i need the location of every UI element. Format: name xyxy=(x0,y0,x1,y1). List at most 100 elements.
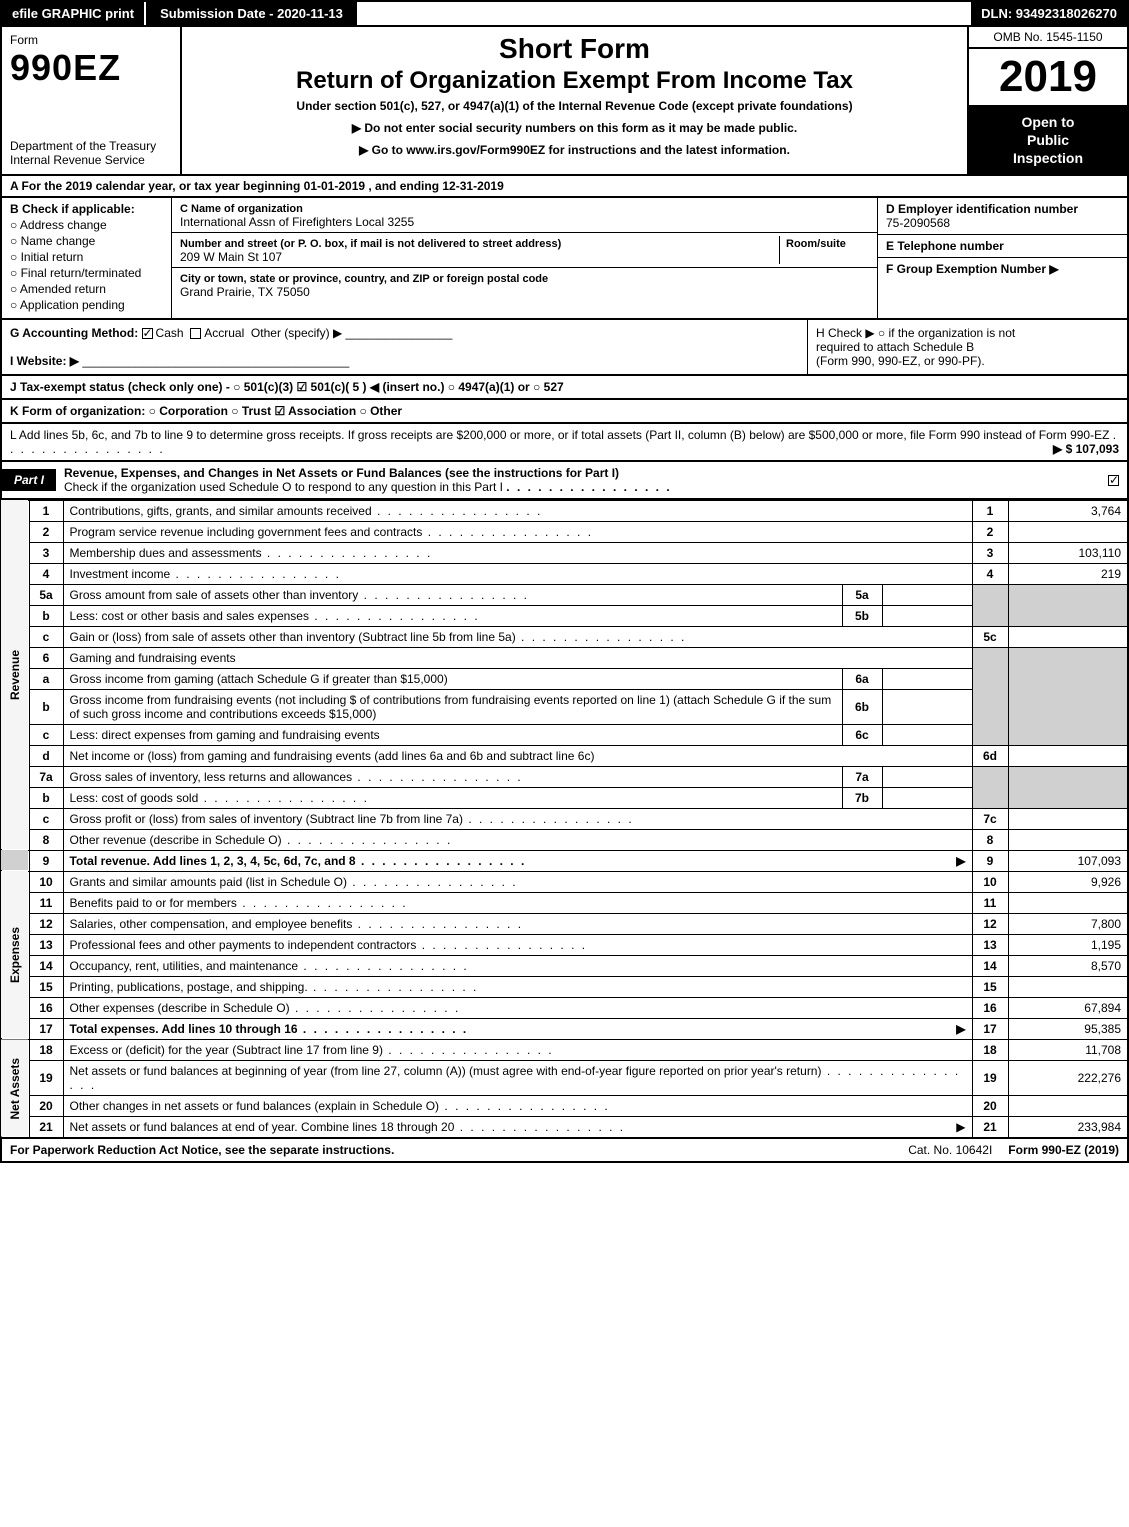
l4-d: Investment income xyxy=(70,567,171,581)
line-21: 21 Net assets or fund balances at end of… xyxy=(1,1116,1128,1138)
chk-name-change[interactable]: Name change xyxy=(10,234,163,248)
l6-grey-rn xyxy=(972,647,1008,745)
inspection-3: Inspection xyxy=(1013,150,1083,166)
line-18: Net Assets 18 Excess or (deficit) for th… xyxy=(1,1039,1128,1060)
l21-arrow: ▶ xyxy=(956,1120,965,1134)
l20-v xyxy=(1008,1095,1128,1116)
row-j: J Tax-exempt status (check only one) - ○… xyxy=(0,376,1129,400)
l8-n: 8 xyxy=(29,829,63,850)
l14-n: 14 xyxy=(29,955,63,976)
l17-n: 17 xyxy=(29,1018,63,1039)
l5b-n: b xyxy=(29,605,63,626)
line-5c: c Gain or (loss) from sale of assets oth… xyxy=(1,626,1128,647)
footer-center: Cat. No. 10642I xyxy=(900,1139,1000,1161)
header-right: OMB No. 1545-1150 2019 Open to Public In… xyxy=(967,27,1127,174)
l16-n: 16 xyxy=(29,997,63,1018)
l6b-n: b xyxy=(29,689,63,724)
l1-d: Contributions, gifts, grants, and simila… xyxy=(70,504,372,518)
box-h: H Check ▶ ○ if the organization is not r… xyxy=(807,320,1127,374)
footer-left: For Paperwork Reduction Act Notice, see … xyxy=(2,1139,900,1161)
group-exemption-label: F Group Exemption Number ▶ xyxy=(886,262,1059,276)
line-7a: 7a Gross sales of inventory, less return… xyxy=(1,766,1128,787)
l6a-n: a xyxy=(29,668,63,689)
topbar-spacer xyxy=(357,2,971,25)
l6d-n: d xyxy=(29,745,63,766)
department-label: Department of the Treasury Internal Reve… xyxy=(10,139,172,168)
org-name-label: C Name of organization xyxy=(180,203,303,215)
l21-rn: 21 xyxy=(972,1116,1008,1138)
top-bar: efile GRAPHIC print Submission Date - 20… xyxy=(0,0,1129,27)
l7c-v xyxy=(1008,808,1128,829)
l4-v: 219 xyxy=(1008,563,1128,584)
l5a-n: 5a xyxy=(29,584,63,605)
line-15: 15 Printing, publications, postage, and … xyxy=(1,976,1128,997)
l9-d: Total revenue. Add lines 1, 2, 3, 4, 5c,… xyxy=(70,854,356,868)
page-footer: For Paperwork Reduction Act Notice, see … xyxy=(0,1139,1129,1163)
h-line2: required to attach Schedule B xyxy=(816,340,974,354)
l-text: L Add lines 5b, 6c, and 7b to line 9 to … xyxy=(10,428,1109,442)
l7ab-grey-rn xyxy=(972,766,1008,808)
form-number: 990EZ xyxy=(10,47,172,89)
l14-v: 8,570 xyxy=(1008,955,1128,976)
l13-d: Professional fees and other payments to … xyxy=(70,938,417,952)
h-line3: (Form 990, 990-EZ, or 990-PF). xyxy=(816,354,985,368)
l5b-sv xyxy=(882,605,972,626)
l15-rn: 15 xyxy=(972,976,1008,997)
box-c: C Name of organization International Ass… xyxy=(172,198,877,318)
chk-amended-return[interactable]: Amended return xyxy=(10,282,163,296)
l9-v: 107,093 xyxy=(1008,850,1128,871)
l9-arrow: ▶ xyxy=(956,854,965,868)
l11-rn: 11 xyxy=(972,892,1008,913)
part1-checkbox[interactable] xyxy=(1103,473,1127,487)
l16-v: 67,894 xyxy=(1008,997,1128,1018)
ein-label: D Employer identification number xyxy=(886,202,1078,216)
l7b-sn: 7b xyxy=(842,787,882,808)
line-7c: c Gross profit or (loss) from sales of i… xyxy=(1,808,1128,829)
line-13: 13 Professional fees and other payments … xyxy=(1,934,1128,955)
rev-end-spacer xyxy=(1,850,29,871)
l17-v: 95,385 xyxy=(1008,1018,1128,1039)
l10-d: Grants and similar amounts paid (list in… xyxy=(70,875,347,889)
line-14: 14 Occupancy, rent, utilities, and maint… xyxy=(1,955,1128,976)
l5b-d: Less: cost or other basis and sales expe… xyxy=(70,609,309,623)
chk-application-pending[interactable]: Application pending xyxy=(10,298,163,312)
chk-initial-return[interactable]: Initial return xyxy=(10,250,163,264)
box-e: E Telephone number xyxy=(878,235,1127,258)
l10-v: 9,926 xyxy=(1008,871,1128,892)
l6b-d: Gross income from fundraising events (no… xyxy=(70,693,832,721)
line-7b: b Less: cost of goods sold 7b xyxy=(1,787,1128,808)
period-row: A For the 2019 calendar year, or tax yea… xyxy=(0,176,1129,198)
chk-final-return[interactable]: Final return/terminated xyxy=(10,266,163,280)
l6c-d: Less: direct expenses from gaming and fu… xyxy=(70,728,380,742)
l5b-sn: 5b xyxy=(842,605,882,626)
room-label: Room/suite xyxy=(786,238,846,250)
city-value: Grand Prairie, TX 75050 xyxy=(180,285,310,299)
l5c-n: c xyxy=(29,626,63,647)
l20-d: Other changes in net assets or fund bala… xyxy=(70,1099,440,1113)
chk-accrual[interactable] xyxy=(190,328,201,339)
chk-address-change[interactable]: Address change xyxy=(10,218,163,232)
box-b-title: B Check if applicable: xyxy=(10,202,163,216)
city-label: City or town, state or province, country… xyxy=(180,273,548,285)
l21-d: Net assets or fund balances at end of ye… xyxy=(70,1120,455,1134)
l1-n: 1 xyxy=(29,500,63,521)
part1-dots xyxy=(506,480,671,494)
line-5a: 5a Gross amount from sale of assets othe… xyxy=(1,584,1128,605)
l15-d: Printing, publications, postage, and shi… xyxy=(70,980,308,994)
l7a-sn: 7a xyxy=(842,766,882,787)
l6b-sv xyxy=(882,689,972,724)
l13-rn: 13 xyxy=(972,934,1008,955)
line-8: 8 Other revenue (describe in Schedule O)… xyxy=(1,829,1128,850)
l5a-sn: 5a xyxy=(842,584,882,605)
l2-d: Program service revenue including govern… xyxy=(70,525,423,539)
box-d: D Employer identification number 75-2090… xyxy=(878,198,1127,235)
l6a-sn: 6a xyxy=(842,668,882,689)
l13-n: 13 xyxy=(29,934,63,955)
line-6c: c Less: direct expenses from gaming and … xyxy=(1,724,1128,745)
l3-d: Membership dues and assessments xyxy=(70,546,262,560)
h-line1: H Check ▶ ○ if the organization is not xyxy=(816,326,1015,340)
l7a-sv xyxy=(882,766,972,787)
l18-v: 11,708 xyxy=(1008,1039,1128,1060)
chk-cash[interactable] xyxy=(142,328,153,339)
l20-n: 20 xyxy=(29,1095,63,1116)
